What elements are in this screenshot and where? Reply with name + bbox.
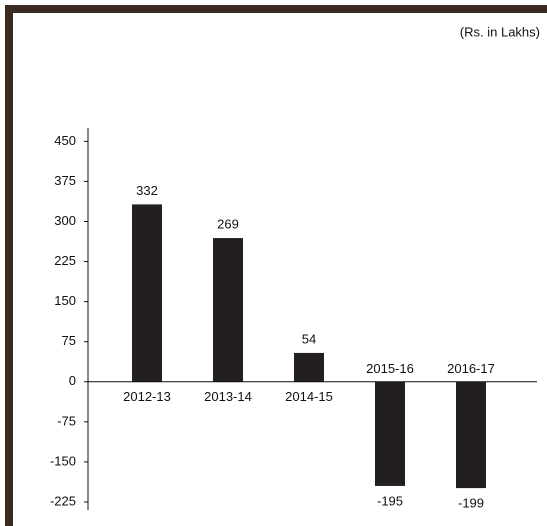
units-label: (Rs. in Lakhs) [460,24,540,39]
value-label: -199 [458,496,484,511]
y-tick-label: 375 [54,173,76,188]
y-tick-label: -75 [57,413,76,428]
value-label: -195 [377,493,403,508]
bar [132,204,162,382]
value-label: 332 [136,183,158,198]
y-tick-label: 450 [54,133,76,148]
y-tick-label: 0 [69,373,76,388]
frame-top [5,5,547,13]
x-tick-label: 2013-14 [204,389,252,404]
y-tick-label: -225 [50,493,76,508]
y-tick-label: 225 [54,253,76,268]
value-label: 269 [217,216,239,231]
y-tick-label: -150 [50,453,76,468]
value-label: 54 [302,331,316,346]
x-tick-label: 2012-13 [123,389,171,404]
x-tick-label: 2016-17 [447,361,495,376]
y-tick-label: 300 [54,213,76,228]
bar [456,381,486,489]
y-tick-label: 150 [54,293,76,308]
x-tick-label: 2014-15 [285,389,333,404]
bar [375,381,405,486]
y-tick-label: 75 [62,333,76,348]
frame-left [5,5,13,526]
bar [213,238,243,382]
x-tick-label: 2015-16 [366,361,414,376]
bar [294,352,324,382]
